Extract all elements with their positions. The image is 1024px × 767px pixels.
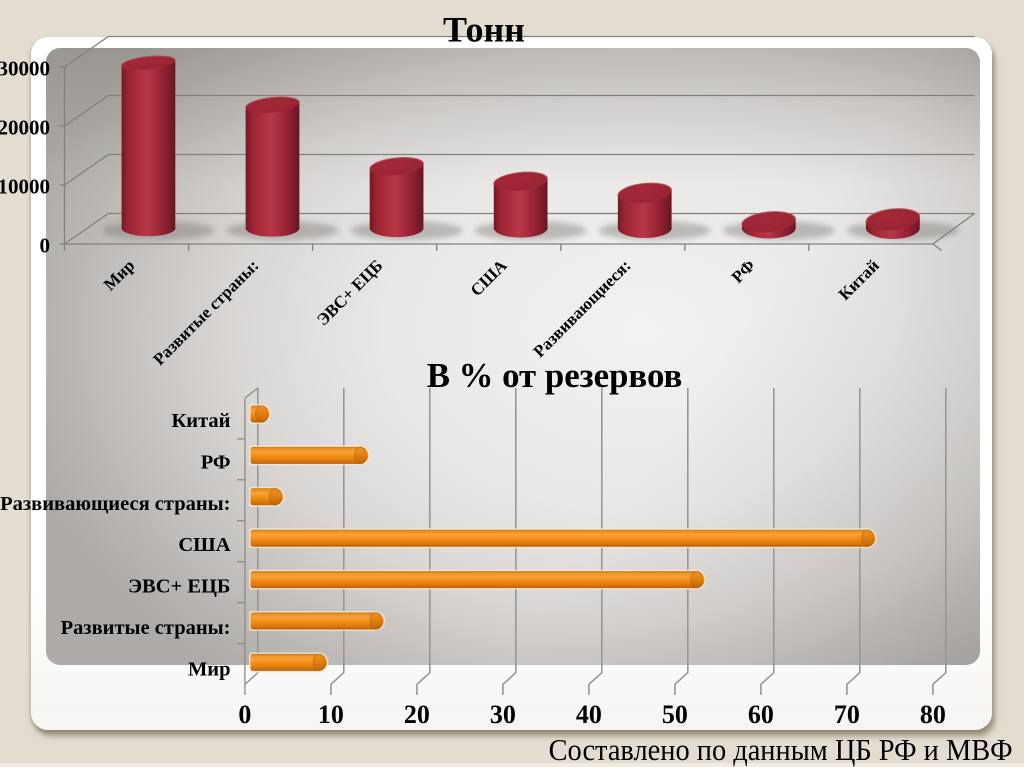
svg-text:10: 10 xyxy=(318,700,344,729)
svg-text:20000: 20000 xyxy=(0,116,50,140)
svg-text:РФ: РФ xyxy=(201,451,231,473)
svg-text:США: США xyxy=(467,255,512,300)
svg-text:Китай: Китай xyxy=(171,410,230,432)
svg-text:50: 50 xyxy=(662,700,688,729)
svg-text:40: 40 xyxy=(576,700,602,729)
svg-text:30000: 30000 xyxy=(0,57,50,81)
svg-text:США: США xyxy=(178,534,230,556)
svg-text:Составлено по данным ЦБ РФ и М: Составлено по данным ЦБ РФ и МВФ xyxy=(549,733,1013,767)
svg-text:80: 80 xyxy=(920,700,946,729)
svg-text:10000: 10000 xyxy=(0,175,50,199)
svg-text:30: 30 xyxy=(490,700,516,729)
svg-text:Развитые страны:: Развитые страны: xyxy=(149,256,262,369)
svg-text:Китай: Китай xyxy=(835,256,883,304)
svg-text:20: 20 xyxy=(404,700,430,729)
svg-text:60: 60 xyxy=(748,700,774,729)
svg-text:0: 0 xyxy=(40,234,51,258)
svg-text:Тонн: Тонн xyxy=(443,10,525,50)
svg-text:РФ: РФ xyxy=(728,256,759,287)
svg-text:Мир: Мир xyxy=(100,256,138,294)
svg-text:Развитые страны:: Развитые страны: xyxy=(61,617,231,639)
svg-text:Мир: Мир xyxy=(188,658,231,680)
svg-text:Развивающиеся:: Развивающиеся: xyxy=(530,256,635,361)
svg-text:0: 0 xyxy=(238,700,251,729)
svg-text:В % от резервов: В % от резервов xyxy=(427,356,683,395)
svg-text:ЭВС+ ЕЦБ: ЭВС+ ЕЦБ xyxy=(128,576,230,598)
svg-text:Развивающиеся страны:: Развивающиеся страны: xyxy=(0,493,230,515)
svg-text:ЭВС+ ЕЦБ: ЭВС+ ЕЦБ xyxy=(313,256,386,329)
svg-text:70: 70 xyxy=(834,700,860,729)
